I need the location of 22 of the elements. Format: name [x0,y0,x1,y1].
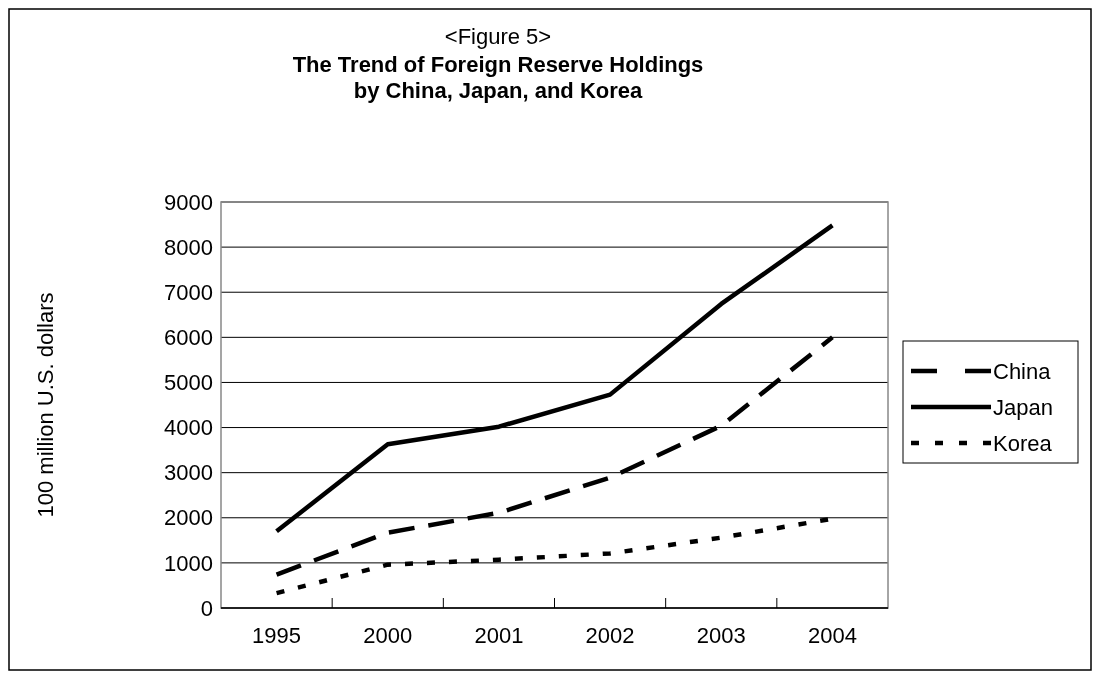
y-tick-label: 6000 [164,325,213,351]
x-tick-label: 2002 [585,623,635,648]
y-tick-label: 9000 [164,189,213,215]
y-tick-label: 0 [200,595,213,621]
x-tick-label: 1995 [252,623,302,648]
legend-label: China [993,358,1052,384]
y-tick-label: 8000 [164,234,213,260]
chart-subtitle: The Trend of Foreign Reserve Holdings by China, Japan, and Korea [292,52,704,103]
y-tick-label: 1000 [164,550,213,576]
x-tick-label: 2000 [363,623,413,648]
x-tick-label: 2001 [474,623,524,648]
y-tick-label: 4000 [164,415,213,441]
legend-label: Japan [993,394,1053,420]
x-tick-label: 2003 [696,623,746,648]
y-tick-label: 5000 [164,370,213,396]
y-tick-label: 3000 [164,460,213,486]
x-tick-label: 2004 [807,623,857,648]
legend-label: Korea [993,430,1053,456]
chart-title: <Figure 5> [444,24,552,49]
y-tick-label: 7000 [164,279,213,305]
y-tick-label: 2000 [164,505,213,531]
y-axis-title: 100 million U.S. dollars [33,292,58,518]
